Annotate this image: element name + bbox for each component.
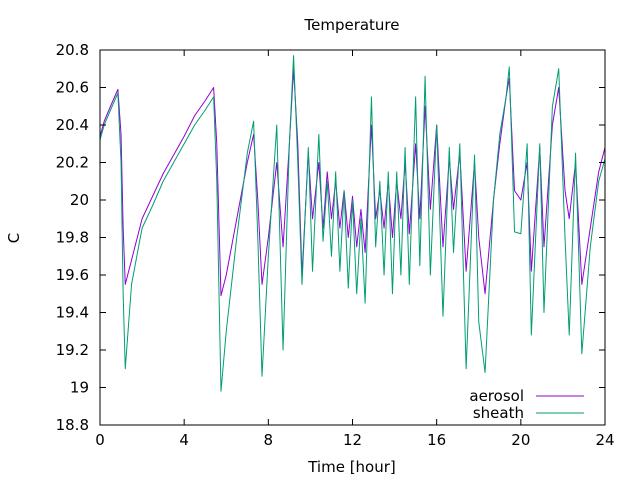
x-tick-label: 16 [427, 431, 446, 449]
x-tick-label: 24 [595, 431, 614, 449]
y-axis-label: C [5, 233, 23, 243]
x-axis-label: Time [hour] [307, 458, 396, 476]
x-tick-label: 12 [343, 431, 362, 449]
series-line-sheath [99, 55, 606, 392]
y-tick-label: 19.2 [56, 341, 89, 359]
series-line-aerosol [99, 68, 606, 297]
y-tick-label: 20.2 [56, 154, 89, 172]
x-tick-label: 8 [264, 431, 274, 449]
y-tick-label: 20.4 [56, 116, 89, 134]
x-tick-label: 0 [95, 431, 105, 449]
y-tick-label: 19.6 [56, 266, 89, 284]
series-layer [99, 55, 606, 392]
legend-label-sheath: sheath [473, 404, 524, 422]
y-tick-label: 18.8 [56, 416, 89, 434]
ticks-layer: 0 4 8 12 16 20 24 18.8 19 19.2 19.4 19.6 19.8 20 20.2 2… [56, 41, 615, 449]
y-tick-label: 19.4 [56, 304, 89, 322]
y-tick-label: 19 [70, 379, 89, 397]
y-tick-label: 20.8 [56, 41, 89, 59]
legend-label-aerosol: aerosol [469, 387, 524, 405]
x-tick-label: 4 [179, 431, 189, 449]
y-tick-label: 19.8 [56, 229, 89, 247]
y-tick-label: 20 [70, 191, 89, 209]
x-tick-label: 20 [511, 431, 530, 449]
chart-title: Temperature [303, 16, 399, 34]
y-tick-label: 20.6 [56, 79, 89, 97]
plot-frame [99, 49, 606, 426]
